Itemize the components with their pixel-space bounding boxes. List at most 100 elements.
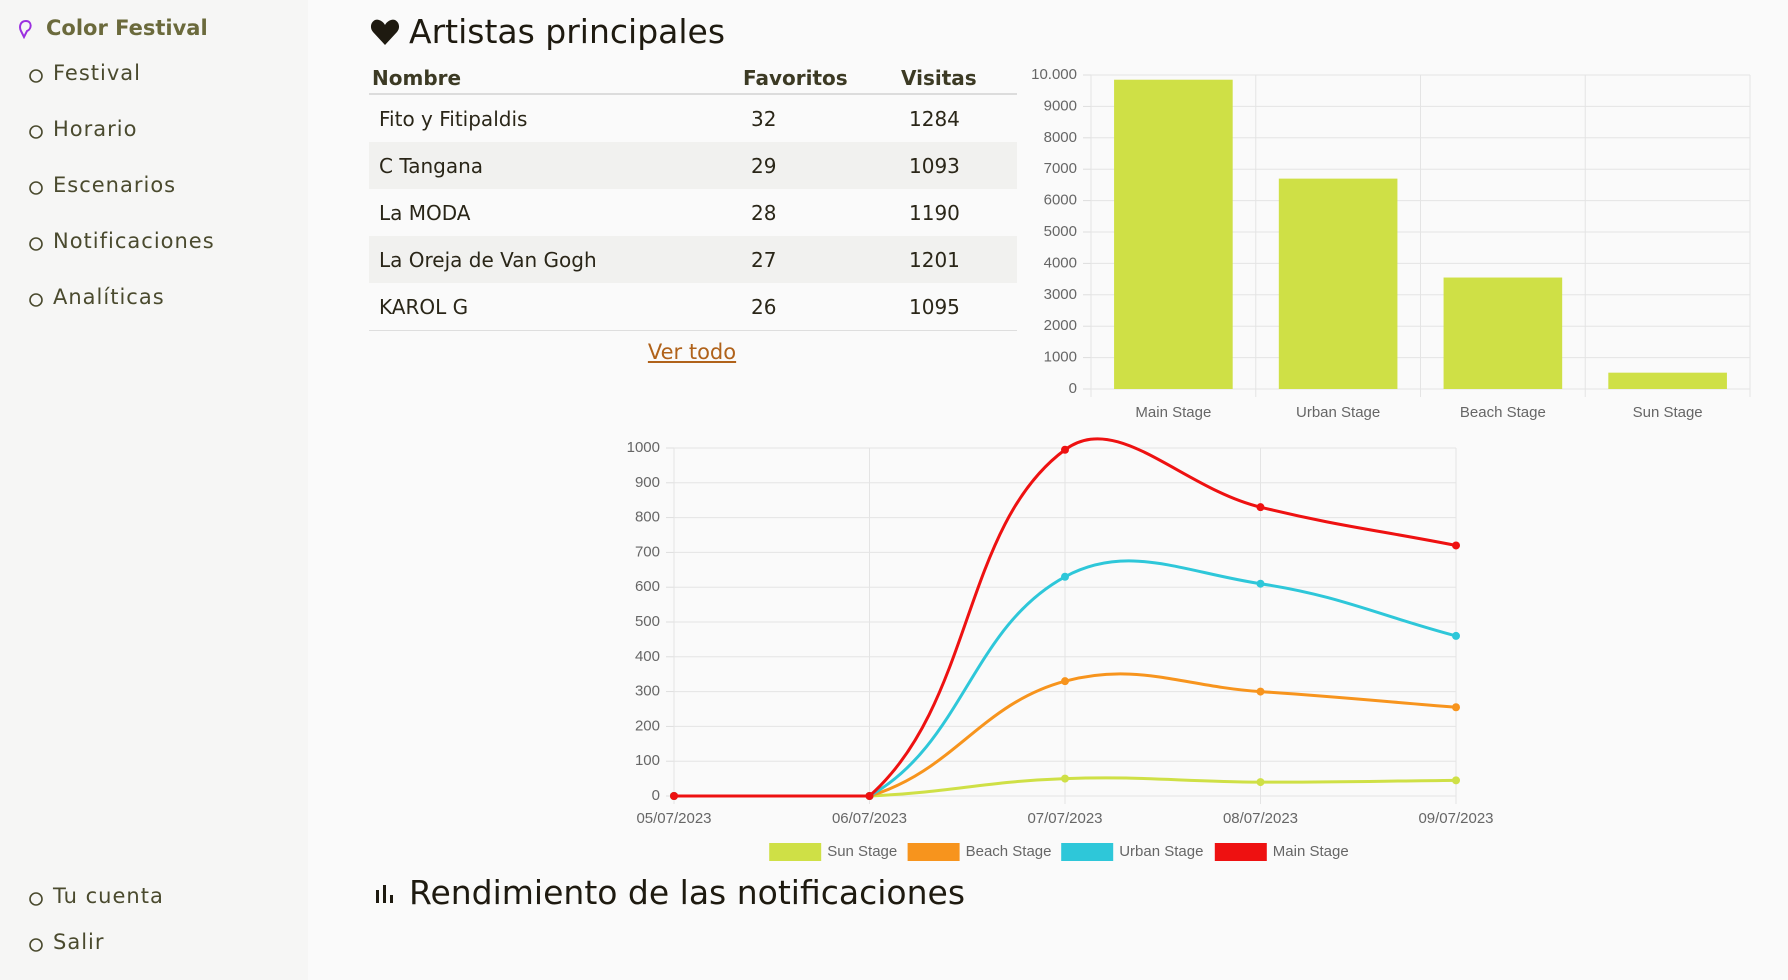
y-tick-label: 2000: [1044, 317, 1077, 334]
nav-item[interactable]: Horario: [53, 117, 138, 141]
point: [670, 792, 678, 800]
point: [1061, 572, 1069, 581]
x-tick-label: 07/07/2023: [1027, 810, 1102, 827]
y-tick-label: 7000: [1044, 160, 1077, 177]
point: [865, 792, 874, 800]
line-series: [674, 672, 1457, 798]
y-tick-label: 6000: [1044, 192, 1077, 209]
y-tick-label: 10.000: [1031, 66, 1077, 83]
point: [1452, 541, 1460, 550]
x-tick-label: Main Stage: [1135, 404, 1211, 421]
x-tick-label: 05/07/2023: [636, 810, 711, 827]
nav-icon: [29, 237, 43, 251]
y-tick-label: 200: [635, 717, 660, 734]
point: [670, 792, 678, 800]
x-tick-label: Beach Stage: [1460, 404, 1546, 421]
brand[interactable]: Color Festival: [46, 16, 208, 40]
nav-icon: [29, 938, 43, 952]
y-tick-label: 400: [635, 648, 660, 665]
x-tick-label: 09/07/2023: [1418, 810, 1493, 827]
nav-item[interactable]: Notificaciones: [53, 229, 215, 253]
y-tick-label: 9000: [1044, 97, 1077, 114]
legend-label: Main Stage: [1273, 843, 1349, 860]
point: [865, 792, 874, 800]
point: [1452, 631, 1460, 640]
line-series: [674, 437, 1457, 798]
y-tick-label: 0: [1069, 380, 1077, 397]
table-cell: 28: [751, 201, 777, 225]
point: [1256, 503, 1265, 512]
y-tick-label: 300: [635, 683, 660, 700]
point: [1256, 579, 1265, 588]
legend-swatch: [1214, 843, 1267, 861]
point: [670, 792, 678, 800]
point: [1061, 445, 1069, 454]
bar: [1443, 277, 1563, 389]
table-row: [369, 236, 1017, 284]
legend-swatch: [1061, 843, 1114, 861]
nav-item[interactable]: Tu cuenta: [53, 884, 164, 908]
nav-item[interactable]: Escenarios: [53, 173, 177, 197]
y-tick-label: 900: [635, 474, 660, 491]
table-cell: 27: [751, 248, 777, 272]
table-cell: 1284: [909, 107, 960, 131]
line-series: [674, 776, 1457, 798]
point: [1256, 687, 1265, 696]
heart-icon: [370, 19, 400, 45]
table-cell: 26: [751, 295, 777, 319]
point: [1256, 778, 1265, 787]
x-tick-label: 08/07/2023: [1223, 810, 1298, 827]
table-cell: La MODA: [379, 201, 471, 225]
legend-label: Urban Stage: [1119, 843, 1203, 860]
nav-icon: [29, 69, 43, 83]
view-all-link[interactable]: Ver todo: [647, 340, 737, 364]
y-tick-label: 3000: [1044, 286, 1077, 303]
column-header: Visitas: [901, 66, 977, 90]
line-series: [674, 559, 1457, 798]
nav-icon: [29, 892, 43, 906]
table-cell: Fito y Fitipaldis: [379, 107, 528, 131]
section-title: Artistas principales: [409, 12, 726, 51]
x-tick-label: 06/07/2023: [832, 810, 907, 827]
point: [865, 792, 874, 800]
y-tick-label: 1000: [1044, 349, 1077, 366]
table-header-line: [369, 93, 1017, 95]
x-tick-label: Sun Stage: [1633, 404, 1703, 421]
y-tick-label: 700: [635, 543, 660, 560]
nav-item[interactable]: Salir: [53, 930, 105, 954]
table-cell: KAROL G: [379, 295, 469, 319]
column-header: Nombre: [372, 66, 462, 90]
table-cell: 32: [751, 107, 777, 131]
y-tick-label: 5000: [1044, 223, 1077, 240]
nav-item[interactable]: Festival: [53, 61, 141, 85]
y-tick-label: 4000: [1044, 254, 1077, 271]
legend-swatch: [907, 843, 960, 861]
point: [1452, 776, 1460, 785]
point: [865, 792, 874, 800]
bar: [1608, 372, 1727, 389]
table-row: [369, 189, 1017, 237]
table-cell: 29: [751, 154, 777, 178]
section-title: Rendimiento de las notificaciones: [409, 873, 966, 912]
nav-icon: [29, 125, 43, 139]
y-tick-label: 500: [635, 613, 660, 630]
x-tick-label: Urban Stage: [1296, 404, 1380, 421]
nav-item[interactable]: Analíticas: [53, 285, 165, 309]
nav-icon: [29, 181, 43, 195]
point: [1452, 703, 1460, 712]
table-cell: La Oreja de Van Gogh: [379, 248, 597, 272]
brand-icon: [19, 19, 32, 39]
table-cell: 1190: [909, 201, 960, 225]
sidebar: Color Festival Festival Horario Escenarios…: [0, 0, 308, 980]
legend-label: Sun Stage: [827, 843, 897, 860]
y-tick-label: 0: [652, 787, 660, 804]
point: [670, 792, 678, 800]
bars-icon: [376, 885, 393, 903]
legend-label: Beach Stage: [966, 843, 1052, 860]
table-row: [369, 283, 1017, 331]
y-tick-label: 100: [635, 752, 660, 769]
table-cell: 1093: [909, 154, 960, 178]
y-tick-label: 1000: [627, 439, 660, 456]
y-tick-label: 600: [635, 578, 660, 595]
